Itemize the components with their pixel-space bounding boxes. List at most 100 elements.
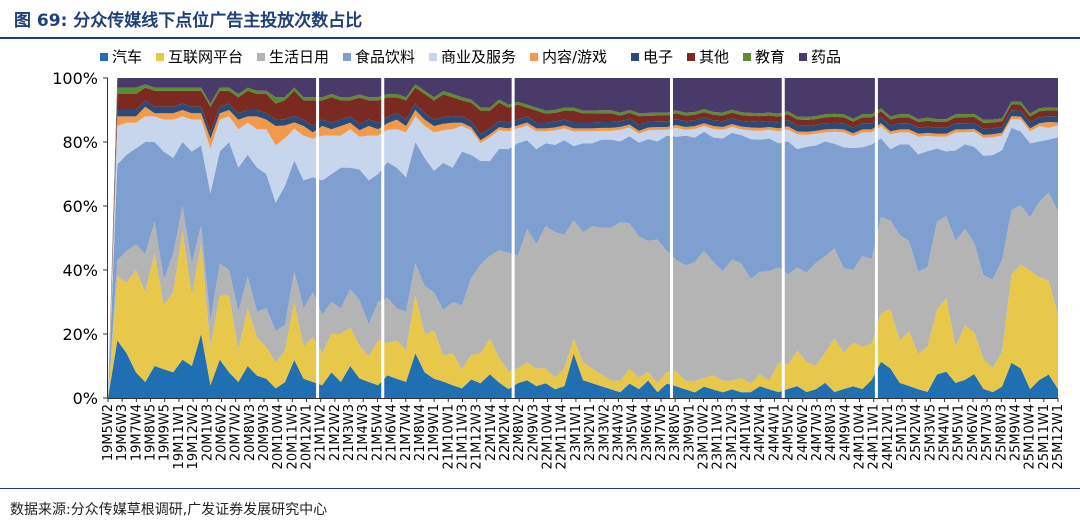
x-tick-label-29: 22M8W2 [512, 404, 527, 461]
legend: 汽车 互联网平台 生活日用 食品饮料 商业及服务 内容/游戏 电子 其他 教育 药品 [100, 48, 841, 66]
x-tick-label-31: 22M10W4 [541, 404, 556, 469]
percent-stacked-area-chart: 汽车 互联网平台 生活日用 食品饮料 商业及服务 内容/游戏 电子 其他 教育 药品 0% 20% 4… [52, 48, 1066, 469]
x-tick-label-38: 23M6W4 [640, 404, 655, 461]
x-tick-label-8: 20M6W2 [214, 404, 229, 461]
x-tick-label-13: 20M11W5 [285, 404, 300, 469]
x-tick-label-66: 25M11W1 [1037, 404, 1052, 469]
title-bar: 图 69: 分众传媒线下点位广告主投放次数占比 [0, 0, 1080, 39]
x-tick-label-45: 24M1W4 [739, 404, 754, 461]
legend-swatch-0 [100, 53, 108, 61]
x-tick-label-14: 20M12W1 [300, 404, 315, 469]
legend-swatch-6 [631, 53, 639, 61]
x-tick-label-53: 24M10W4 [852, 404, 867, 469]
x-tick-label-64: 25M9W4 [1008, 404, 1023, 461]
x-tick-label-47: 24M4W1 [767, 404, 782, 461]
x-tick-label-32: 22M11W4 [555, 404, 570, 469]
x-tick-label-34: 23M2W1 [583, 404, 598, 461]
x-tick-label-67: 25M12W1 [1051, 404, 1066, 469]
legend-swatch-7 [687, 53, 695, 61]
x-tick-label-36: 23M4W3 [611, 404, 626, 461]
x-tick-label-59: 25M4W1 [938, 404, 953, 461]
x-tick-label-40: 23M8W5 [668, 404, 683, 461]
x-tick-label-20: 21M6W4 [385, 404, 400, 461]
x-tick-label-21: 21M7W4 [399, 404, 414, 461]
data-gap-0 [316, 78, 320, 398]
x-tick-label-4: 19M9W5 [158, 404, 173, 461]
x-tick-label-15: 21M1W2 [314, 404, 329, 461]
x-tick-label-23: 21M9W1 [427, 404, 442, 461]
area-series-3 [108, 127, 1058, 398]
x-tick-label-16: 21M2W2 [328, 404, 343, 461]
x-tick-label-57: 25M2W4 [909, 404, 924, 461]
x-tick-label-10: 20M8W3 [243, 404, 258, 461]
x-tick-label-41: 23M9W1 [682, 404, 697, 461]
area-series-4 [108, 116, 1058, 399]
area-series-9 [108, 78, 1058, 398]
legend-swatch-2 [257, 53, 265, 61]
x-tick-label-49: 24M6W2 [796, 404, 811, 461]
area-series-1 [108, 231, 1058, 398]
y-tick-label-4: 80% [62, 133, 98, 152]
legend-swatch-1 [156, 53, 164, 61]
x-tick-label-52: 24M9W4 [838, 404, 853, 461]
x-tick-label-33: 23M1W1 [569, 404, 584, 461]
data-gap-3 [669, 78, 673, 398]
y-tick-label-0: 0% [73, 389, 98, 408]
legend-label-7: 其他 [699, 48, 729, 66]
data-gap-2 [511, 78, 515, 398]
x-tick-label-7: 20M1W3 [200, 404, 215, 461]
y-tick-label-2: 40% [62, 261, 98, 280]
x-tick-label-65: 25M10W4 [1023, 404, 1038, 469]
legend-label-0: 汽车 [112, 48, 142, 66]
legend-label-6: 电子 [643, 48, 673, 66]
area-series-8 [108, 84, 1058, 399]
x-tick-label-39: 23M7W5 [654, 404, 669, 461]
x-tick-label-46: 24M2W4 [753, 404, 768, 461]
data-gap-5 [874, 78, 878, 398]
legend-swatch-5 [530, 53, 538, 61]
area-series-2 [108, 192, 1058, 398]
x-tick-label-27: 22M1W4 [484, 404, 499, 461]
x-tick-label-3: 19M8W5 [144, 404, 159, 461]
legend-swatch-3 [343, 53, 351, 61]
x-tick-label-26: 21M12W3 [470, 404, 485, 469]
source-note: 数据来源:分众传媒草根调研,广发证券发展研究中心 [10, 502, 328, 518]
x-tick-label-63: 25M8W3 [994, 404, 1009, 461]
x-tick-label-62: 25M7W3 [980, 404, 995, 461]
x-tick-label-22: 21M8W4 [413, 404, 428, 461]
legend-label-9: 药品 [811, 48, 841, 66]
x-tick-label-0: 19M5W2 [101, 404, 116, 461]
y-tick-label-3: 60% [62, 197, 98, 216]
legend-label-5: 内容/游戏 [542, 48, 607, 66]
legend-label-1: 互联网平台 [168, 48, 243, 66]
x-tick-label-51: 24M8W3 [824, 404, 839, 461]
x-tick-label-25: 21M11W3 [455, 404, 470, 469]
x-tick-label-19: 21M5W4 [370, 404, 385, 461]
x-tick-label-5: 19M11W1 [172, 404, 187, 469]
data-gap-4 [781, 78, 785, 398]
x-tick-label-11: 20M9W3 [257, 404, 272, 461]
x-tick-label-58: 25M3W5 [923, 404, 938, 461]
footer-rule [0, 488, 1080, 489]
y-tick-label-1: 20% [62, 325, 98, 344]
plot-area [108, 78, 1058, 399]
x-tick-label-17: 21M3W3 [342, 404, 357, 461]
x-tick-label-6: 19M12W2 [186, 404, 201, 469]
area-series-0 [108, 334, 1058, 398]
data-gap-1 [381, 78, 385, 398]
legend-swatch-9 [799, 53, 807, 61]
legend-label-3: 食品饮料 [355, 48, 415, 66]
x-tick-label-9: 20M7W2 [229, 404, 244, 461]
legend-swatch-8 [743, 53, 751, 61]
x-tick-label-61: 25M6W2 [966, 404, 981, 461]
x-tick-label-55: 24M12W1 [881, 404, 896, 469]
x-tick-label-43: 23M11W3 [711, 404, 726, 469]
x-tick-label-18: 21M4W3 [356, 404, 371, 461]
legend-swatch-4 [429, 53, 437, 61]
area-series-7 [108, 87, 1058, 398]
x-tick-label-24: 21M10W1 [441, 404, 456, 469]
x-tick-label-60: 25M5W1 [952, 404, 967, 461]
x-tick-label-1: 19M6W3 [115, 404, 130, 461]
legend-label-4: 商业及服务 [441, 48, 516, 66]
x-axis: 19M5W2 19M6W3 19M7W4 19M8W5 19M9W5 19M11W1 19M… [101, 398, 1066, 469]
